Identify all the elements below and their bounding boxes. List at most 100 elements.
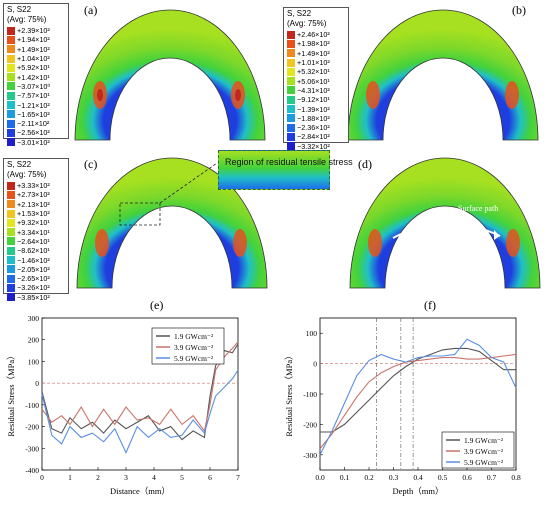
legend-swatch	[287, 86, 295, 95]
x-axis-label: Depth（mm）	[393, 486, 444, 496]
legend-row: −2.56×10²	[7, 128, 65, 137]
legend-b-subtitle: (Avg: 75%)	[287, 19, 327, 28]
legend-row: −2.84×10²	[287, 132, 345, 141]
chart-legend-label: 3.9 GWcm⁻²	[174, 343, 214, 352]
legend-swatch	[7, 181, 15, 190]
legend-row: +1.94×10²	[7, 35, 65, 44]
legend-swatch	[287, 39, 295, 48]
legend-row: −2.36×10²	[287, 123, 345, 132]
y-tick-label: 0	[313, 360, 317, 369]
legend-swatch	[7, 246, 15, 255]
legend-value: −1.21×10²	[17, 100, 50, 110]
y-tick-label: -400	[25, 466, 39, 475]
legend-value: +2.73×10²	[17, 190, 50, 200]
legend-swatch	[287, 132, 295, 141]
legend-value: +5.92×10¹	[17, 63, 50, 73]
legend-swatch	[287, 77, 295, 86]
legend-row: −2.65×10²	[7, 274, 65, 283]
legend-row: −1.21×10²	[7, 100, 65, 110]
chart-f: 100 0 -100 -200 -300 0.0 0.1 0.2 0.3 0.4 0.5 0.6 0.7…	[284, 317, 521, 496]
legend-value: −9.12×10¹	[297, 95, 330, 105]
panel-label-d: (d)	[358, 157, 372, 171]
y-tick-label: -200	[25, 423, 39, 432]
legend-value: −2.05×10²	[17, 264, 50, 274]
legend-c: S, S22 (Avg: 75%) +3.33×10² +2.73×10² +2.1…	[3, 158, 69, 302]
legend-row: +3.33×10²	[7, 181, 65, 190]
legend-swatch	[7, 190, 15, 199]
panel-label-c: (c)	[84, 157, 98, 171]
legend-row: +1.98×10²	[287, 39, 345, 48]
legend-value: −2.84×10²	[297, 132, 330, 142]
legend-swatch	[7, 45, 15, 54]
legend-row: +1.49×10²	[7, 45, 65, 54]
legend-value: −1.39×10²	[297, 104, 330, 114]
legend-row: −9.12×10¹	[287, 95, 345, 104]
legend-value: +1.49×10²	[17, 44, 50, 54]
legend-value: +9.32×10¹	[17, 218, 50, 228]
legend-b-title: S, S22	[287, 9, 312, 18]
legend-swatch	[7, 54, 15, 63]
x-tick-label: 0.8	[511, 473, 521, 482]
legend-value: −3.85×10²	[17, 292, 50, 302]
legend-swatch	[7, 138, 15, 147]
legend-swatch	[7, 110, 15, 119]
legend-swatch	[7, 63, 15, 72]
legend-value: +3.33×10²	[17, 181, 50, 191]
legend-swatch	[7, 119, 15, 128]
chart-legend-label: 1.9 GWcm⁻²	[174, 332, 214, 341]
legend-swatch	[7, 237, 15, 246]
panel-label-b: (b)	[512, 3, 526, 17]
x-tick-label: 2	[96, 473, 100, 482]
x-tick-label: 0.4	[413, 473, 423, 482]
legend-row: −3.01×10²	[7, 138, 65, 147]
legend-row: −2.05×10²	[7, 265, 65, 274]
panel-label-a: (a)	[84, 3, 98, 17]
inset-label: Region of residual tensile stress	[225, 157, 353, 167]
legend-value: −3.32×10²	[297, 141, 330, 151]
legend-swatch	[7, 274, 15, 283]
legend-swatch	[287, 114, 295, 123]
legend-row: +1.42×10¹	[7, 72, 65, 82]
legend-a-subtitle: (Avg: 75%)	[7, 15, 47, 24]
legend-row: +5.92×10¹	[7, 63, 65, 72]
legend-row: +2.39×10²	[7, 26, 65, 35]
legend-b: S, S22 (Avg: 75%) +2.46×10² +1.98×10² +1.4…	[283, 7, 349, 151]
legend-swatch	[287, 142, 295, 151]
legend-swatch	[287, 123, 295, 132]
legend-row: −1.39×10²	[287, 104, 345, 114]
fem-panel-a	[74, 9, 266, 141]
legend-a: S, S22 (Avg: 75%) +2.39×10² +1.94×10² +1.4…	[3, 3, 69, 147]
legend-swatch	[7, 265, 15, 274]
legend-swatch	[7, 283, 15, 292]
x-tick-label: 0.7	[487, 473, 497, 482]
fem-panel-c	[76, 157, 268, 289]
legend-row: +1.53×10²	[7, 209, 65, 218]
legend-a-rows: +2.39×10² +1.94×10² +1.49×10² +1.04×10² +5.9…	[4, 24, 68, 149]
legend-swatch	[7, 228, 15, 237]
legend-value: +5.32×10¹	[297, 67, 330, 77]
legend-swatch	[7, 256, 15, 265]
legend-b-rows: +2.46×10² +1.98×10² +1.49×10² +1.01×10² +5.3…	[284, 28, 348, 153]
y-tick-label: 200	[28, 336, 40, 345]
x-tick-label: 0.6	[462, 473, 472, 482]
legend-value: +3.34×10¹	[17, 227, 50, 237]
legend-row: +5.06×10¹	[287, 76, 345, 86]
inset-zoom-region: Region of residual tensile stress	[218, 150, 353, 190]
legend-value: −3.07×10⁰	[17, 81, 51, 91]
legend-value: +1.42×10¹	[17, 72, 50, 82]
fem-panel-d	[349, 157, 541, 289]
legend-row: −1.88×10²	[287, 114, 345, 123]
legend-value: −1.46×10²	[17, 255, 50, 265]
legend-row: +3.34×10¹	[7, 227, 65, 237]
legend-value: −2.11×10²	[17, 119, 50, 129]
legend-value: −8.62×10¹	[17, 246, 50, 256]
y-axis-label: Residual Stress（MPa）	[6, 351, 16, 436]
legend-a-title: S, S22	[7, 5, 32, 14]
y-tick-label: 100	[306, 329, 318, 338]
legend-value: +2.39×10²	[17, 26, 50, 36]
legend-swatch	[7, 101, 15, 110]
legend-swatch	[287, 49, 295, 58]
legend-value: −2.56×10²	[17, 128, 50, 138]
y-tick-label: -200	[303, 420, 317, 429]
legend-row: −2.64×10¹	[7, 237, 65, 246]
